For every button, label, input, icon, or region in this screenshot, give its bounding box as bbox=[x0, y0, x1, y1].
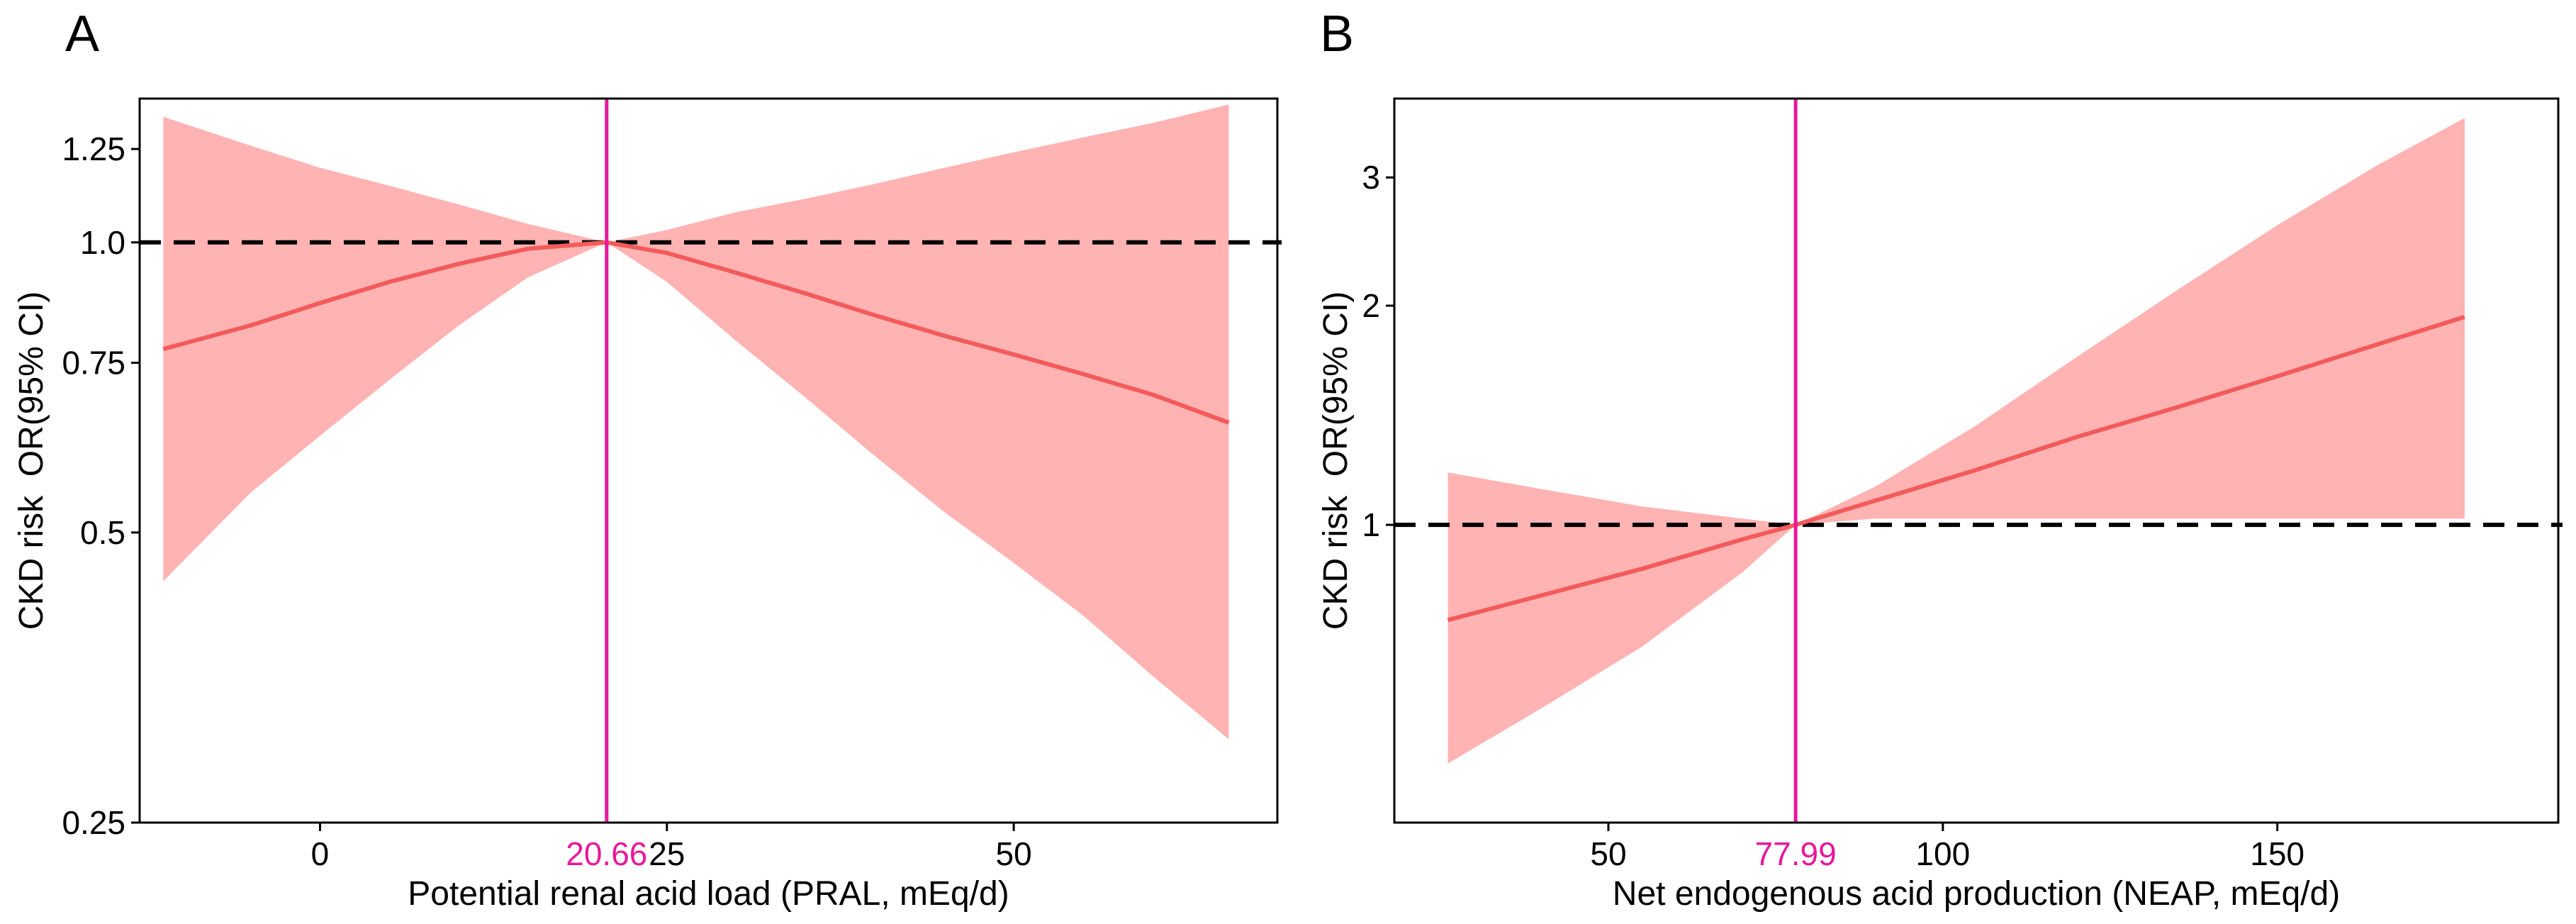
x-tick-label: 150 bbox=[2250, 835, 2305, 872]
y-tick-label: 1 bbox=[1362, 506, 1380, 543]
x-tick-label: 100 bbox=[1915, 835, 1970, 872]
x-tick-label: 25 bbox=[649, 835, 685, 872]
or-curve bbox=[162, 240, 1230, 425]
x-tick-label: 50 bbox=[996, 835, 1032, 872]
y-axis-title: CKD risk OR(95% CI) bbox=[1317, 291, 1355, 630]
cutoff-label: 20.66 bbox=[566, 835, 647, 872]
confidence-band bbox=[1447, 118, 2465, 764]
confidence-band bbox=[163, 104, 1229, 740]
panel-a: A 0 25 50 20.66 0.25 0.5 0.75 1.0 1.25 Potential r… bbox=[13, 6, 1282, 913]
y-tick-label: 2 bbox=[1362, 287, 1380, 324]
y-tick-label: 0.25 bbox=[62, 804, 125, 841]
y-tick-label: 1.0 bbox=[80, 224, 125, 261]
y-tick-label: 1.25 bbox=[62, 130, 125, 167]
panel-label: A bbox=[65, 6, 99, 62]
y-axis-title: CKD risk OR(95% CI) bbox=[13, 291, 50, 630]
y-tick-label: 3 bbox=[1362, 159, 1380, 196]
x-tick-label: 50 bbox=[1590, 835, 1626, 872]
plot-frame bbox=[138, 97, 1279, 824]
or-curve bbox=[1447, 315, 2465, 623]
panel-b: B 50 100 150 77.99 1 2 3 Net endogenous acid pro… bbox=[1317, 6, 2563, 913]
x-axis-title: Net endogenous acid production (NEAP, mE… bbox=[1613, 875, 2340, 913]
x-tick-label: 0 bbox=[311, 835, 330, 872]
cutoff-label: 77.99 bbox=[1755, 835, 1837, 872]
panel-label: B bbox=[1320, 6, 1354, 62]
y-tick-label: 0.5 bbox=[80, 514, 125, 551]
plot-frame bbox=[1393, 97, 2560, 824]
y-tick-label: 0.75 bbox=[62, 345, 125, 382]
x-axis-title: Potential renal acid load (PRAL, mEq/d) bbox=[408, 875, 1009, 913]
